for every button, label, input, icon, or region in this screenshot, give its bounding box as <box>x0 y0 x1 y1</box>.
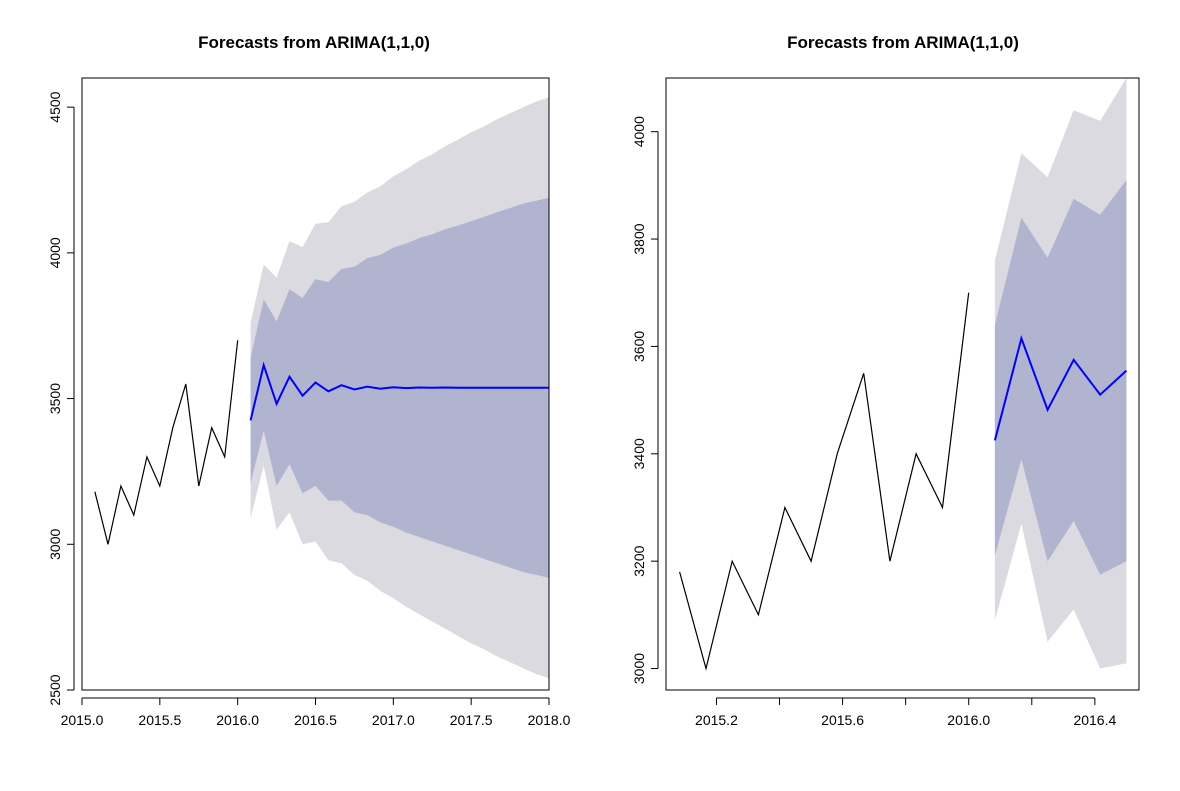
forecast-mean-line <box>249 361 549 421</box>
y-tick-label: 4000 <box>631 116 647 147</box>
y-tick-label: 2500 <box>47 674 63 705</box>
x-tick-label: 2018.0 <box>528 712 571 728</box>
x-tick-label: 2017.5 <box>450 712 493 728</box>
plot-frame <box>665 77 1140 691</box>
y-tick-label: 4000 <box>47 237 63 268</box>
y-tick-label: 3500 <box>47 383 63 414</box>
x-tick-label: 2015.6 <box>821 712 864 728</box>
y-tick-label: 4500 <box>47 91 63 122</box>
x-tick-label: 2016.5 <box>294 712 337 728</box>
x-tick-label: 2016.0 <box>947 712 990 728</box>
y-tick-label: 3000 <box>631 653 647 684</box>
forecast-mean-line <box>993 335 1128 441</box>
plot-frame <box>81 77 550 691</box>
y-tick-label: 3000 <box>47 529 63 560</box>
chart-title: Forecasts from ARIMA(1,1,0) <box>198 33 430 52</box>
x-tick-label: 2015.0 <box>61 712 104 728</box>
y-tick-label: 3600 <box>631 331 647 362</box>
y-tick-label: 3400 <box>631 438 647 469</box>
y-tick-label: 3200 <box>631 545 647 576</box>
x-tick-label: 2016.4 <box>1073 712 1116 728</box>
chart-title: Forecasts from ARIMA(1,1,0) <box>787 33 1019 52</box>
left-forecast-panel: 2015.0 2015.5 2016.0 2016.5 2017.0 2017.5 2018… <box>47 33 571 728</box>
x-tick-label: 2015.5 <box>138 712 181 728</box>
right-forecast-panel: 2015.2 2015.6 2016.0 2016.4 3000 3200 3400 3600… <box>631 33 1140 728</box>
x-tick-label: 2017.0 <box>372 712 415 728</box>
x-tick-label: 2016.0 <box>216 712 259 728</box>
x-tick-label: 2015.2 <box>695 712 738 728</box>
history-series-line <box>94 340 239 545</box>
interval-80-band <box>994 180 1127 575</box>
history-series-line <box>679 292 970 671</box>
y-tick-label: 3800 <box>631 223 647 254</box>
